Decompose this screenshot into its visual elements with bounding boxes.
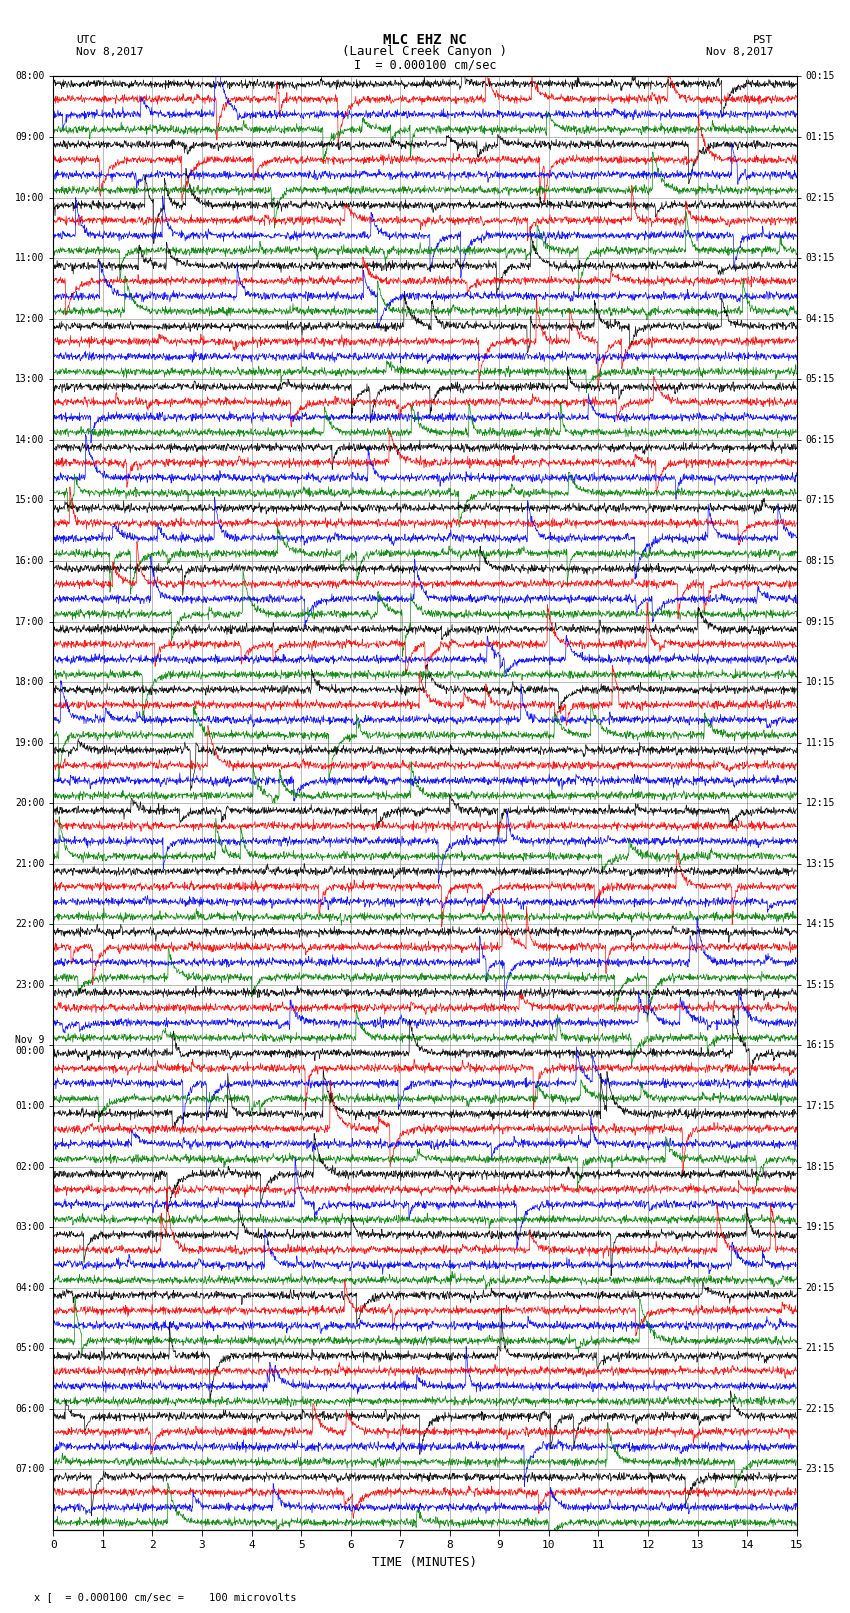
Text: PST: PST	[753, 35, 774, 45]
Text: x [  = 0.000100 cm/sec =    100 microvolts: x [ = 0.000100 cm/sec = 100 microvolts	[34, 1592, 297, 1602]
Text: Nov 8,2017: Nov 8,2017	[76, 47, 144, 56]
X-axis label: TIME (MINUTES): TIME (MINUTES)	[372, 1557, 478, 1569]
Text: I  = 0.000100 cm/sec: I = 0.000100 cm/sec	[354, 58, 496, 71]
Text: MLC EHZ NC: MLC EHZ NC	[383, 34, 467, 47]
Text: UTC: UTC	[76, 35, 97, 45]
Text: (Laurel Creek Canyon ): (Laurel Creek Canyon )	[343, 45, 507, 58]
Text: Nov 8,2017: Nov 8,2017	[706, 47, 774, 56]
